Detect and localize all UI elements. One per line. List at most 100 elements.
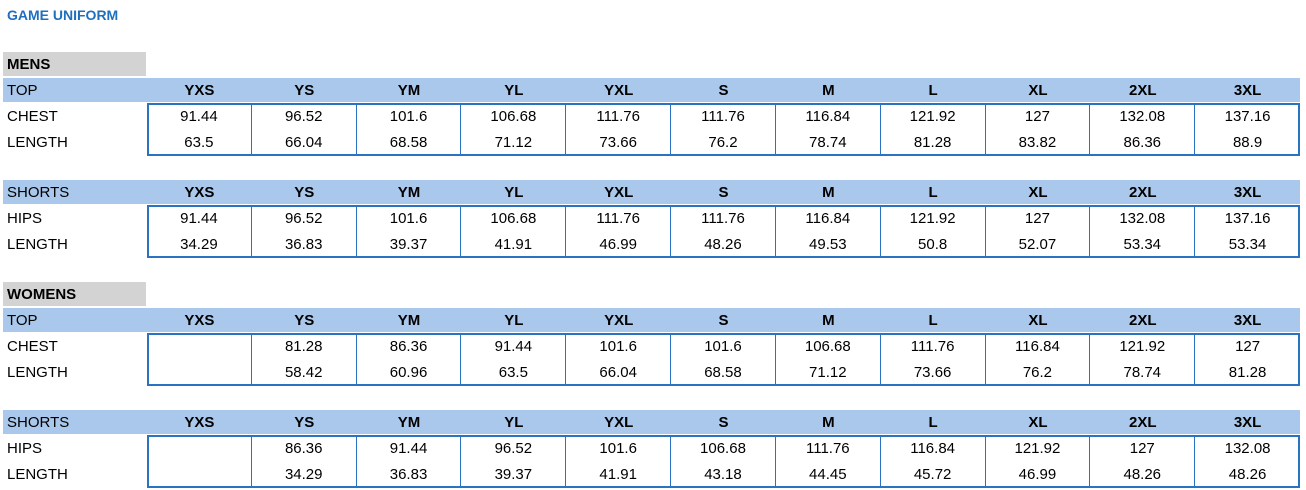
- cell: 66.04: [252, 129, 357, 155]
- cell: 81.28: [252, 334, 357, 360]
- size-header: YM: [397, 183, 421, 201]
- cell: [147, 461, 252, 487]
- data-box: [147, 435, 1300, 488]
- size-header: M: [822, 413, 835, 431]
- table-name: SHORTS: [7, 183, 70, 201]
- cell: 78.74: [1090, 359, 1196, 385]
- size-header: XL: [1028, 413, 1048, 431]
- size-header: M: [822, 311, 835, 329]
- cell: 111.76: [671, 206, 776, 232]
- header-row: [3, 410, 1300, 434]
- cell: 137.16: [1224, 108, 1271, 126]
- cell: 127: [986, 206, 1091, 232]
- cell: 66.04: [566, 359, 672, 385]
- cell: 46.99: [566, 231, 672, 257]
- size-header: YM: [397, 311, 421, 329]
- size-header: L: [928, 81, 938, 99]
- cell: 116.84: [776, 104, 881, 130]
- cell: 73.66: [881, 359, 986, 385]
- cell: 34.29: [147, 231, 252, 257]
- size-header: 2XL: [1129, 413, 1157, 431]
- row-label: LENGTH: [7, 235, 68, 253]
- size-header: S: [718, 183, 729, 201]
- cell: 78.74: [776, 129, 881, 155]
- cell: 63.5: [461, 359, 567, 385]
- cell: 106.68: [776, 334, 881, 360]
- cell: 71.12: [461, 129, 567, 155]
- cell: 58.42: [252, 359, 357, 385]
- size-header: YXS: [184, 183, 215, 201]
- size-header: 2XL: [1129, 311, 1157, 329]
- cell: 106.68: [461, 206, 567, 232]
- cell: 111.76: [566, 104, 672, 130]
- row-label: CHEST: [7, 108, 58, 126]
- cell: 76.2: [671, 129, 776, 155]
- table-name: SHORTS: [7, 413, 70, 431]
- cell: 116.84: [986, 334, 1091, 360]
- cell: 60.96: [357, 359, 462, 385]
- data-box: [147, 103, 1300, 156]
- cell: 106.68: [671, 436, 776, 462]
- data-box: [147, 205, 1300, 258]
- cell: 46.99: [986, 461, 1091, 487]
- cell: 34.29: [252, 461, 357, 487]
- size-header: YS: [294, 81, 315, 99]
- cell: 127: [986, 104, 1091, 130]
- cell: 132.08: [1090, 104, 1196, 130]
- size-header: 3XL: [1233, 311, 1262, 329]
- size-header: YXS: [184, 413, 215, 431]
- cell: 91.44: [461, 334, 567, 360]
- size-header: YM: [397, 81, 421, 99]
- header-row: [3, 180, 1300, 204]
- size-header: YXL: [604, 413, 634, 431]
- cell: 137.16: [1224, 210, 1271, 228]
- size-header: XL: [1028, 81, 1048, 99]
- cell: 88.9: [1232, 133, 1263, 151]
- cell: 127: [1090, 436, 1196, 462]
- cell: 116.84: [776, 206, 881, 232]
- row-label: LENGTH: [7, 363, 68, 381]
- size-header: XL: [1028, 311, 1048, 329]
- size-header: YL: [504, 311, 524, 329]
- size-header: YXS: [184, 81, 215, 99]
- cell: 52.07: [986, 231, 1091, 257]
- cell: 101.6: [566, 436, 672, 462]
- cell: 53.34: [1090, 231, 1196, 257]
- size-header: L: [928, 413, 938, 431]
- cell: 39.37: [357, 231, 462, 257]
- cell: 63.5: [147, 129, 252, 155]
- cell: 132.08: [1224, 440, 1271, 458]
- cell: 86.36: [252, 436, 357, 462]
- cell: 91.44: [357, 436, 462, 462]
- cell: 132.08: [1090, 206, 1196, 232]
- size-header: S: [718, 311, 729, 329]
- cell: 91.44: [147, 206, 252, 232]
- header-row: [3, 308, 1300, 332]
- size-header: YXS: [184, 311, 215, 329]
- section-label: MENS: [3, 52, 146, 76]
- cell: [147, 359, 252, 385]
- cell: 111.76: [671, 104, 776, 130]
- size-header: 2XL: [1129, 81, 1157, 99]
- cell: 106.68: [461, 104, 567, 130]
- cell: [147, 436, 252, 462]
- cell: 121.92: [881, 206, 986, 232]
- cell: [147, 334, 252, 360]
- size-header: XL: [1028, 183, 1048, 201]
- row-label: HIPS: [7, 440, 43, 458]
- size-header: YXL: [604, 81, 634, 99]
- size-header: M: [822, 183, 835, 201]
- size-header: YS: [294, 413, 315, 431]
- cell: 48.26: [1090, 461, 1196, 487]
- cell: 76.2: [986, 359, 1091, 385]
- size-header: YL: [504, 183, 524, 201]
- cell: 71.12: [776, 359, 881, 385]
- cell: 121.92: [986, 436, 1091, 462]
- cell: 111.76: [776, 436, 881, 462]
- page-title: GAME UNIFORM: [7, 7, 119, 23]
- row-label: CHEST: [7, 338, 58, 356]
- table-name: TOP: [7, 81, 38, 99]
- row-label: LENGTH: [7, 133, 68, 151]
- row-label: LENGTH: [7, 465, 68, 483]
